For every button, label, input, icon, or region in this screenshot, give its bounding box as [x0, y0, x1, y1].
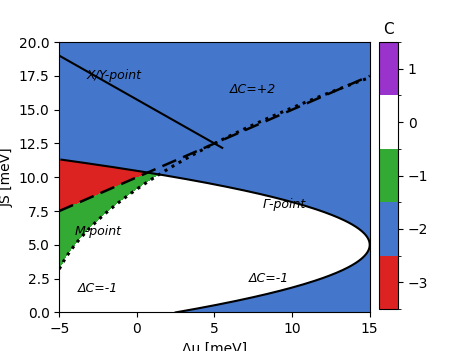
Text: Γ-point: Γ-point: [263, 198, 306, 211]
Text: M-point: M-point: [74, 225, 121, 238]
X-axis label: Δμ [meV]: Δμ [meV]: [182, 342, 247, 351]
Text: ΔC=+2: ΔC=+2: [230, 83, 276, 96]
Title: C: C: [383, 22, 394, 37]
Text: ΔC=-1: ΔC=-1: [78, 282, 118, 294]
Y-axis label: JS [meV]: JS [meV]: [0, 147, 13, 207]
Text: ΔC=-1: ΔC=-1: [249, 272, 289, 285]
Text: X/Y-point: X/Y-point: [86, 69, 141, 82]
